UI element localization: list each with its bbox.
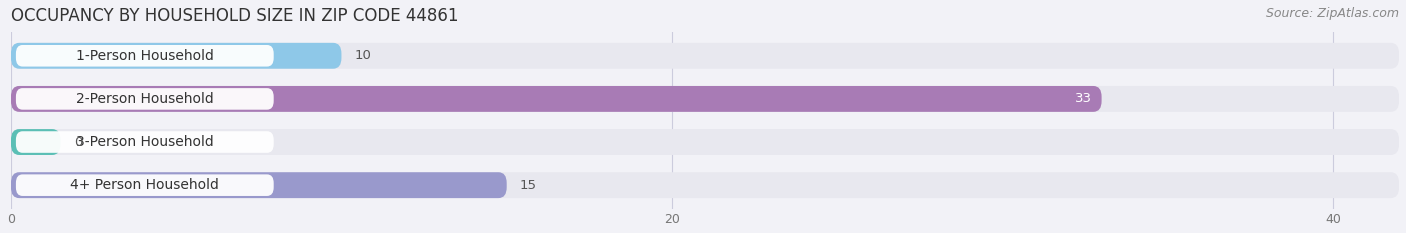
Text: OCCUPANCY BY HOUSEHOLD SIZE IN ZIP CODE 44861: OCCUPANCY BY HOUSEHOLD SIZE IN ZIP CODE … (11, 7, 458, 25)
FancyBboxPatch shape (15, 174, 274, 196)
Text: 4+ Person Household: 4+ Person Household (70, 178, 219, 192)
FancyBboxPatch shape (11, 43, 1399, 69)
FancyBboxPatch shape (11, 86, 1399, 112)
Text: Source: ZipAtlas.com: Source: ZipAtlas.com (1265, 7, 1399, 20)
FancyBboxPatch shape (11, 43, 342, 69)
FancyBboxPatch shape (11, 86, 1102, 112)
FancyBboxPatch shape (11, 172, 506, 198)
FancyBboxPatch shape (15, 88, 274, 110)
FancyBboxPatch shape (15, 45, 274, 67)
Text: 0: 0 (73, 136, 82, 148)
FancyBboxPatch shape (15, 131, 274, 153)
FancyBboxPatch shape (11, 129, 60, 155)
Text: 2-Person Household: 2-Person Household (76, 92, 214, 106)
Text: 3-Person Household: 3-Person Household (76, 135, 214, 149)
FancyBboxPatch shape (11, 172, 1399, 198)
Text: 15: 15 (520, 179, 537, 192)
Text: 1-Person Household: 1-Person Household (76, 49, 214, 63)
Text: 10: 10 (354, 49, 371, 62)
FancyBboxPatch shape (11, 129, 1399, 155)
Text: 33: 33 (1074, 93, 1091, 105)
